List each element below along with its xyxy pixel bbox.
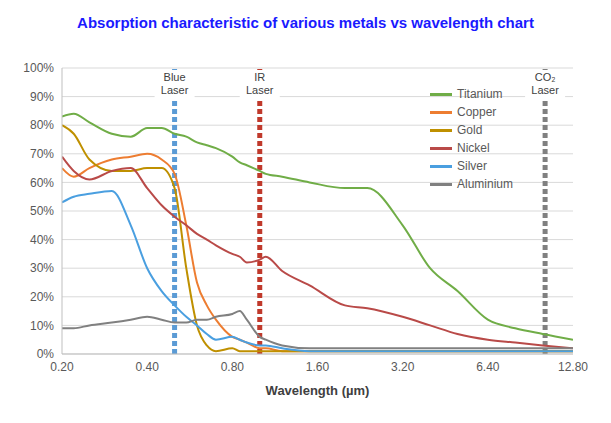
html-text:Copper: Copper [457,105,497,119]
svg-text:IR: IR [254,71,265,83]
svg-text:1.60: 1.60 [306,360,330,374]
svg-text:10%: 10% [30,319,54,333]
svg-text:20%: 20% [30,290,54,304]
svg-text:0.40: 0.40 [135,360,159,374]
svg-text:100%: 100% [23,61,54,75]
svg-text:Laser: Laser [531,84,559,96]
svg-text:6.40: 6.40 [476,360,500,374]
svg-text:90%: 90% [30,90,54,104]
svg-text:40%: 40% [30,233,54,247]
svg-text:Wavelength (µm): Wavelength (µm) [266,383,370,398]
svg-text:Laser: Laser [161,84,189,96]
svg-text:0%: 0% [37,347,55,361]
svg-text:CO₂: CO₂ [535,71,556,83]
svg-text:70%: 70% [30,147,54,161]
svg-text:0.20: 0.20 [50,360,74,374]
svg-text:Laser: Laser [246,84,274,96]
svg-text:12.80: 12.80 [558,360,588,374]
html-text:Absorption characteristic of v: Absorption characteristic of various met… [77,14,534,31]
svg-text:0.80: 0.80 [221,360,245,374]
svg-text:50%: 50% [30,204,54,218]
html-text:Aluminium: Aluminium [457,177,513,191]
svg-text:80%: 80% [30,118,54,132]
svg-text:30%: 30% [30,261,54,275]
html-text:Nickel: Nickel [457,141,490,155]
svg-text:3.20: 3.20 [391,360,415,374]
svg-text:60%: 60% [30,176,54,190]
html-text:Silver: Silver [457,159,487,173]
svg-text:Blue: Blue [164,71,186,83]
html-text:Gold: Gold [457,123,483,137]
html-text:Titanium: Titanium [457,87,503,101]
